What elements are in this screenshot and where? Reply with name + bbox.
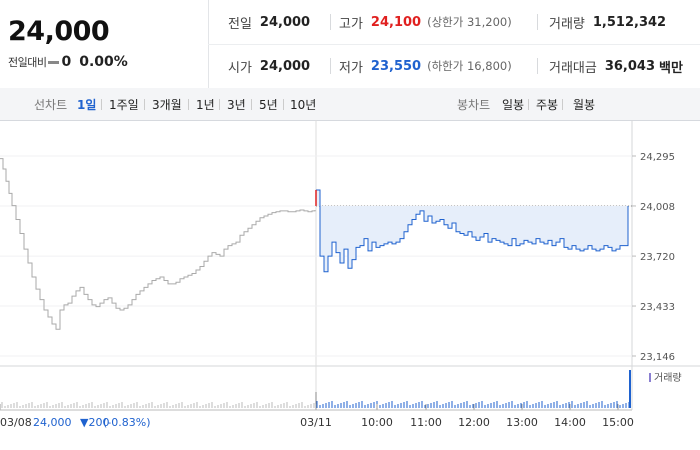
stat-volume-value: 1,512,342 [592,14,667,30]
stat-open-value: 24,000 [259,58,311,74]
period-tab-3m[interactable]: 3개월 [152,98,182,112]
candle-tab-monthly[interactable]: 월봉 [573,98,596,112]
change-row: 전일대비 0 0.00% [8,54,128,70]
period-tab-1w[interactable]: 1주일 [109,98,139,112]
prev-day-price-line [0,158,316,330]
x-tick-label: 03/11 [300,416,332,429]
price-summary: 24,000 전일대비 0 0.00% [0,0,209,88]
divider [537,58,538,74]
divider [528,99,529,110]
stat-prev-close: 전일 24,000 [228,0,310,44]
change-label: 전일대비 [8,56,47,69]
period-tab-5y[interactable]: 5년 [259,98,278,112]
stat-amount-label: 거래대금 [549,60,597,76]
stat-low-label: 저가 [339,60,363,76]
x-tick-label: 14:00 [554,416,586,429]
stat-volume: 거래량 1,512,342 [549,0,666,44]
divider [330,14,331,30]
divider [283,99,284,110]
divider [144,99,145,110]
stat-prev-close-value: 24,000 [259,14,311,30]
stats-row-divider [208,44,700,45]
period-tab-1d[interactable]: 1일 [77,98,97,112]
stat-high: 고가 24,100 (상한가 31,200) [339,0,512,44]
y-tick-label: 23,720 [640,252,675,263]
y-tick-label: 23,433 [640,302,675,313]
stat-amount-unit: 백만 [659,60,683,76]
period-tab-1y[interactable]: 1년 [196,98,215,112]
y-tick-label: 24,295 [640,152,675,163]
divider [251,99,252,110]
stat-low-value: 23,550 [370,58,422,74]
stat-lower-limit: (하한가 16,800) [427,59,512,73]
stat-amount-value: 36,043 [604,58,656,74]
stat-high-value: 24,100 [370,14,422,30]
candle-tab-daily[interactable]: 일봉 [502,98,525,112]
divider [188,99,189,110]
chart-area [316,189,628,272]
flat-change-icon [48,60,60,64]
intraday-price-line [316,189,629,273]
candle-chart-label: 봉차트 [457,98,491,112]
chart-toolbar: 선차트 1일 1주일 3개월 1년 3년 5년 10년 봉차트 일봉 주봉 월봉 [0,88,700,121]
period-tab-3y[interactable]: 3년 [227,98,246,112]
volume-panel: 거래량 [1,370,682,408]
divider [101,99,102,110]
quote-header: 24,000 전일대비 0 0.00% 전일 24,000 고가 24,100 … [0,0,700,89]
footer-change-percent: (-0.83%) [103,416,151,429]
divider [330,58,331,74]
volume-legend-swatch [649,373,651,382]
current-price: 24,000 [8,16,110,47]
x-tick-label: 03/08 [0,416,32,429]
y-tick-label: 24,008 [640,202,675,213]
stat-high-label: 고가 [339,16,363,32]
x-tick-label: 15:00 [602,416,634,429]
x-tick-label: 13:00 [506,416,538,429]
stat-upper-limit: (상한가 31,200) [427,15,512,29]
footer-change: ▼200 [80,416,109,429]
stat-amount: 거래대금 36,043 백만 [549,44,683,88]
price-chart: 24,295 24,008 23,720 23,433 23,146 거래량 03/08… [0,120,700,429]
line-chart-label: 선차트 [34,98,68,112]
change-value: 0 [61,54,72,70]
y-axis-ticks: 24,295 24,008 23,720 23,433 23,146 [632,152,675,363]
intraday-area-fill [316,189,628,272]
stat-volume-label: 거래량 [549,16,585,32]
x-axis-ticks: 03/08 03/11 10:00 11:00 12:00 13:00 14:00 15:00 [0,404,634,429]
change-percent: 0.00% [79,54,128,70]
divider [219,99,220,110]
divider [562,99,563,110]
stat-prev-close-label: 전일 [228,16,252,32]
divider [537,14,538,30]
candle-tab-weekly[interactable]: 주봉 [536,98,559,112]
volume-legend-label: 거래량 [654,372,682,384]
period-tab-10y[interactable]: 10년 [290,98,317,112]
x-tick-label: 11:00 [410,416,442,429]
chart-footer: 24,000 ▼200(-0.83%) [33,416,151,429]
x-tick-label: 12:00 [458,416,490,429]
footer-price: 24,000 [33,416,72,429]
stat-low: 저가 23,550 (하한가 16,800) [339,44,512,88]
stat-open: 시가 24,000 [228,44,310,88]
stat-open-label: 시가 [228,60,252,76]
chart-lines [0,158,629,330]
y-tick-label: 23,146 [640,352,675,363]
x-tick-label: 10:00 [361,416,393,429]
